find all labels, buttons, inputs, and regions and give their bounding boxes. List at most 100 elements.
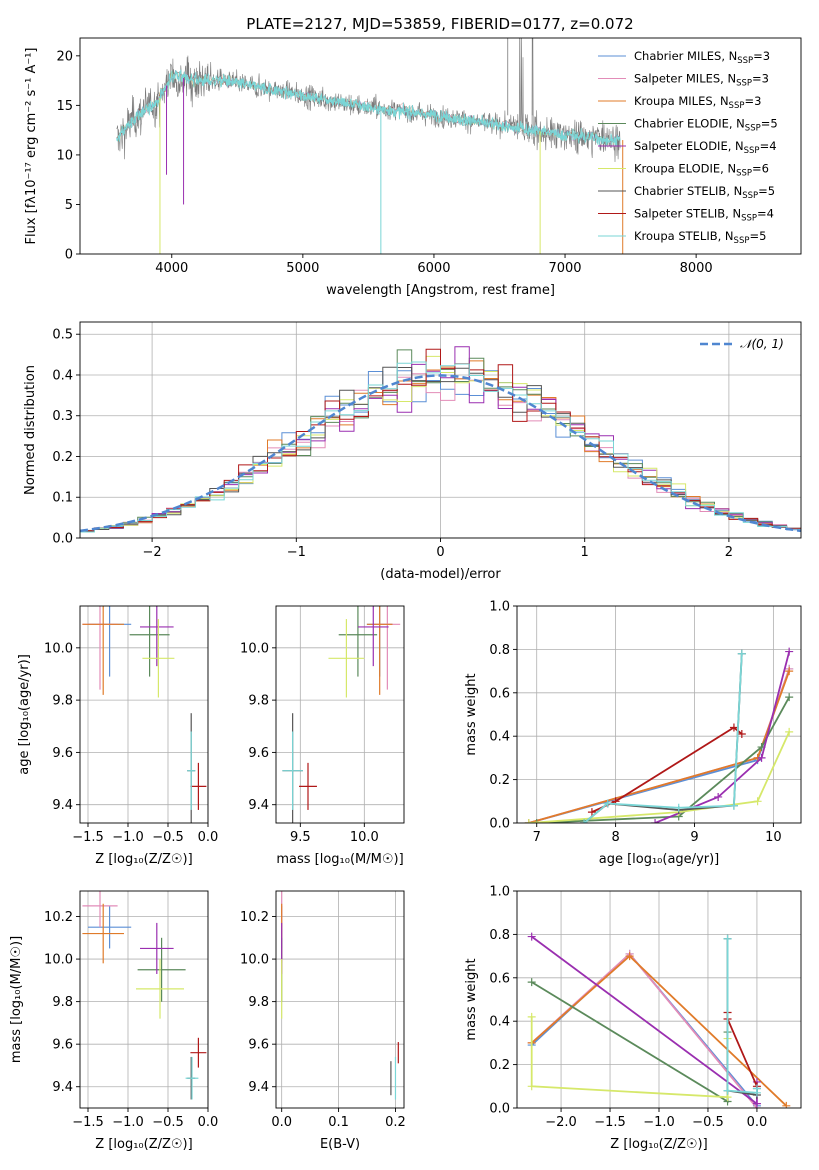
normal-reference-curve	[80, 374, 801, 533]
x-tick-label: −1.5	[72, 1115, 104, 1130]
errorbar-point	[187, 731, 196, 810]
mass-weight-marker	[625, 952, 634, 961]
y-tick-label: 0.0	[52, 532, 73, 547]
legend-entry: Chabrier ELODIE, NSSP=5	[634, 117, 778, 134]
residual-histogram	[80, 361, 801, 538]
errorbar-point	[328, 619, 365, 698]
x-tick-label: 6000	[417, 261, 450, 276]
y-tick-label: 10.0	[240, 641, 269, 656]
errorbar-point	[282, 731, 303, 810]
panel-mass_vs_Z: −1.5 −1.0 −0.5 0.0 9.4 9.6 9.8 10.0 10.2 Z [log₁₀…	[9, 890, 218, 1152]
errorbar-point	[82, 891, 118, 928]
x-tick-label: 9	[690, 830, 698, 845]
mass-weight-marker	[587, 808, 596, 817]
panel-age_vs_mass: 9.5 10.0 9.4 9.6 9.8 10.0 mass [log₁₀(M/M☉)]	[240, 605, 405, 867]
y-tick-label: 9.8	[52, 694, 73, 709]
x-axis-label: wavelength [Angstrom, rest frame]	[326, 283, 555, 298]
y-axis-label: mass weight	[464, 958, 479, 1040]
axes-frame	[516, 605, 802, 824]
errorbar-point	[140, 606, 174, 667]
y-tick-label: 9.4	[248, 798, 269, 813]
x-tick-label: −1.5	[594, 1115, 626, 1130]
mass-weight-marker	[757, 753, 766, 762]
panel-residuals: −2 −1 0 1 2 0.0 0.1 0.2 0.3 0.4 0.5 (data-model)/er…	[23, 321, 802, 582]
x-axis-label: Z [log₁₀(Z/Z☉)]	[95, 852, 192, 867]
axes-frame	[79, 605, 209, 824]
y-tick-label: 10	[56, 148, 73, 163]
plot-area-spectrum	[116, 38, 624, 254]
x-axis-label: age [log₁₀(age/yr)]	[599, 852, 720, 867]
mass-weight-marker	[723, 1086, 732, 1095]
mass-weight-marker	[524, 819, 533, 823]
x-tick-label: 4000	[155, 261, 188, 276]
mass-weight-marker	[753, 797, 762, 806]
spectrum-model-line	[116, 69, 621, 147]
x-axis-label: Z [log₁₀(Z/Z☉)]	[610, 1137, 707, 1152]
mass-weight-marker	[527, 932, 536, 941]
y-tick-label: 0.2	[489, 773, 510, 788]
x-tick-label: 7000	[548, 261, 581, 276]
y-tick-label: 0.2	[489, 1058, 510, 1073]
errorbar-point	[357, 606, 389, 667]
legend-entry: Chabrier MILES, NSSP=3	[634, 49, 770, 66]
y-tick-label: 9.6	[248, 1038, 269, 1053]
y-tick-label: 10.0	[240, 953, 269, 968]
y-tick-label: 0.0	[489, 817, 510, 832]
y-tick-label: 5	[65, 198, 73, 213]
panel-mass_vs_EBV: 0.0 0.1 0.2 9.4 9.6 9.8 10.0 10.2 E(B-V)	[240, 890, 406, 1152]
mass-weight-marker	[737, 730, 746, 739]
x-axis-label: (data-model)/error	[380, 567, 501, 582]
y-tick-label: 20	[56, 49, 73, 64]
y-axis-label: Normed distribution	[23, 365, 38, 495]
mass-weight-marker	[729, 723, 738, 732]
plot-area-mass_vs_Z	[80, 891, 208, 1108]
axes-frame	[275, 605, 405, 824]
y-tick-label: 0.2	[52, 450, 73, 465]
x-tick-label: 10.0	[350, 830, 379, 845]
y-tick-label: 1.0	[489, 600, 510, 615]
x-tick-label: −0.5	[152, 830, 184, 845]
x-tick-label: 0.1	[328, 1115, 349, 1130]
x-tick-label: 1	[581, 545, 589, 560]
mass-weight-marker	[723, 934, 732, 943]
mass-weight-line	[536, 696, 790, 823]
figure-title: PLATE=2127, MJD=53859, FIBERID=0177, z=0…	[246, 15, 633, 33]
x-tick-label: 0	[436, 545, 444, 560]
y-tick-label: 0.3	[52, 409, 73, 424]
panel-mass_weight_vs_Z: −2.0 −1.5 −1.0 −0.5 0.0 0.0 0.2 0.4 0.6 0.8 1.0 Z […	[464, 885, 802, 1152]
x-tick-label: −1.0	[112, 1115, 144, 1130]
y-tick-label: 10.2	[44, 910, 73, 925]
y-axis-label: Flux [fλ10⁻¹⁷ erg cm⁻² s⁻¹ A⁻¹]	[24, 48, 39, 245]
x-tick-label: −1.5	[72, 830, 104, 845]
errorbar-point	[190, 762, 207, 810]
legend-entry: Salpeter STELIB, NSSP=4	[634, 207, 774, 224]
mass-weight-marker	[674, 803, 683, 812]
y-tick-label: 0.8	[489, 643, 510, 658]
mass-weight-marker	[782, 1101, 791, 1108]
mass-weight-marker	[752, 1099, 761, 1108]
y-tick-label: 0.6	[489, 971, 510, 986]
mass-weight-marker	[785, 647, 794, 656]
legend-entry: Kroupa ELODIE, NSSP=6	[634, 162, 769, 179]
errorbar-point	[190, 1037, 207, 1068]
x-tick-label: 9.5	[290, 830, 311, 845]
y-tick-label: 9.8	[248, 995, 269, 1010]
x-axis-label: E(B-V)	[320, 1137, 360, 1152]
mass-weight-marker	[527, 1082, 536, 1091]
x-tick-label: −0.5	[692, 1115, 724, 1130]
axes-frame	[79, 890, 209, 1109]
errorbar-point	[185, 1056, 199, 1100]
y-tick-label: 15	[56, 99, 73, 114]
plot-area-mass_vs_EBV	[276, 891, 404, 1108]
mass-weight-marker	[651, 819, 660, 823]
mass-weight-marker	[603, 799, 612, 808]
x-tick-label: −1.0	[643, 1115, 675, 1130]
errorbar-point	[366, 606, 393, 695]
plot-area-residuals	[80, 322, 801, 538]
mass-weight-marker	[714, 792, 723, 801]
y-tick-label: 0.0	[489, 1102, 510, 1117]
errorbar-point	[142, 619, 175, 698]
mass-weight-marker	[527, 978, 536, 987]
mass-weight-marker	[580, 819, 589, 823]
